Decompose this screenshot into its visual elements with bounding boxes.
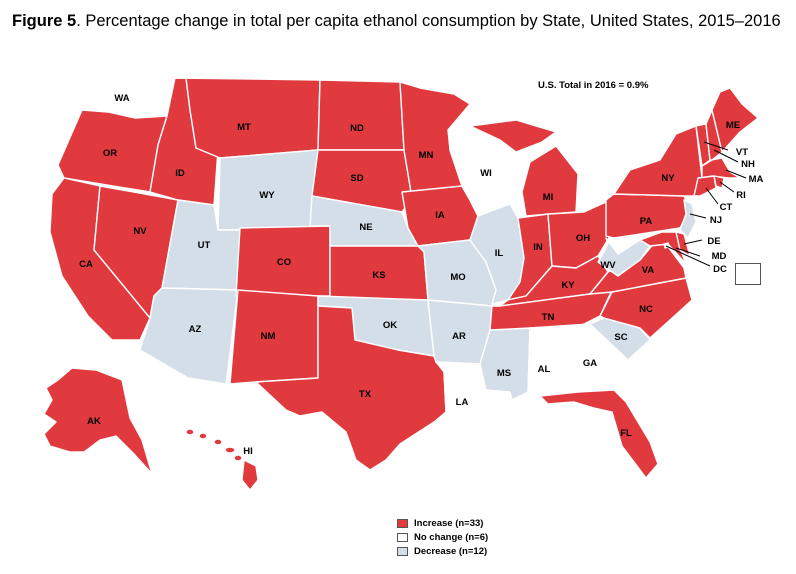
label-ak: AK bbox=[87, 416, 101, 427]
state-fl[interactable] bbox=[539, 389, 659, 479]
label-az: AZ bbox=[189, 324, 202, 335]
label-wa: WA bbox=[114, 93, 129, 104]
state-nh[interactable] bbox=[705, 109, 723, 161]
legend-swatch-no-change bbox=[397, 533, 408, 542]
label-co: CO bbox=[277, 257, 291, 268]
state-mi[interactable] bbox=[469, 119, 557, 153]
label-ok: OK bbox=[383, 320, 397, 331]
state-labels: WA OR CA NV ID MT WY UT AZ CO NM ND SD N… bbox=[79, 93, 763, 457]
legend-label-increase: Increase (n=33) bbox=[414, 518, 484, 529]
figure-title: Figure 5. Percentage change in total per… bbox=[12, 12, 781, 31]
label-sd: SD bbox=[350, 173, 363, 184]
label-ar: AR bbox=[452, 331, 466, 342]
figure-caption: . Percentage change in total per capita … bbox=[76, 12, 781, 30]
label-tx: TX bbox=[359, 389, 372, 400]
label-ga: GA bbox=[583, 358, 597, 369]
label-ca: CA bbox=[79, 259, 93, 270]
label-oh: OH bbox=[576, 233, 590, 244]
label-hi: HI bbox=[243, 446, 253, 457]
label-ks: KS bbox=[372, 270, 385, 281]
legend-swatch-decrease bbox=[397, 547, 408, 556]
state-tx[interactable] bbox=[255, 305, 447, 471]
legend-label-no-change: No change (n=6) bbox=[414, 532, 489, 543]
label-ut: UT bbox=[198, 240, 211, 251]
label-mt: MT bbox=[237, 122, 251, 133]
state-wa[interactable] bbox=[81, 65, 176, 119]
label-ri: RI bbox=[736, 190, 746, 201]
label-nc: NC bbox=[639, 304, 653, 315]
label-mn: MN bbox=[419, 150, 434, 161]
legend-increase: Increase (n=33) bbox=[397, 518, 483, 529]
state-nj[interactable] bbox=[679, 199, 697, 239]
figure-label: Figure 5 bbox=[12, 12, 77, 30]
legend-swatch-increase bbox=[397, 519, 408, 528]
state-mt[interactable] bbox=[174, 77, 321, 159]
label-nh: NH bbox=[741, 159, 755, 170]
dc-inset-box bbox=[735, 263, 761, 285]
label-id: ID bbox=[175, 168, 185, 179]
label-nj: NJ bbox=[710, 215, 722, 226]
label-vt: VT bbox=[736, 147, 748, 158]
state-mn[interactable] bbox=[399, 81, 471, 199]
label-ct: CT bbox=[720, 202, 733, 213]
label-ma: MA bbox=[749, 174, 764, 185]
label-fl: FL bbox=[620, 428, 632, 439]
state-ms[interactable] bbox=[479, 327, 531, 401]
state-ny[interactable] bbox=[613, 125, 703, 197]
label-me: ME bbox=[726, 120, 740, 131]
label-pa: PA bbox=[640, 216, 653, 227]
state-hi[interactable] bbox=[185, 428, 259, 491]
label-nd: ND bbox=[350, 123, 364, 134]
label-ny: NY bbox=[661, 173, 675, 184]
state-mi-lower[interactable] bbox=[521, 145, 579, 217]
label-il: IL bbox=[495, 248, 504, 259]
label-sc: SC bbox=[614, 332, 627, 343]
label-ky: KY bbox=[561, 280, 575, 291]
label-al: AL bbox=[538, 364, 551, 375]
label-wy: WY bbox=[259, 190, 275, 201]
label-la: LA bbox=[456, 397, 469, 408]
state-az[interactable] bbox=[139, 287, 239, 385]
label-va: VA bbox=[642, 265, 655, 276]
label-mo: MO bbox=[450, 272, 465, 283]
state-ct[interactable] bbox=[693, 175, 717, 197]
label-tn: TN bbox=[542, 312, 555, 323]
state-nd[interactable] bbox=[317, 79, 405, 151]
state-md[interactable] bbox=[639, 231, 687, 265]
state-de[interactable] bbox=[675, 231, 691, 257]
state-ak[interactable] bbox=[43, 367, 153, 475]
label-wv: WV bbox=[600, 260, 616, 271]
legend-label-decrease: Decrease (n=12) bbox=[414, 546, 488, 557]
state-wv[interactable] bbox=[597, 237, 651, 277]
label-wi: WI bbox=[480, 168, 492, 179]
state-sc[interactable] bbox=[589, 317, 651, 361]
label-or: OR bbox=[103, 148, 117, 159]
label-nm: NM bbox=[261, 331, 276, 342]
label-nv: NV bbox=[133, 226, 147, 237]
label-ne: NE bbox=[359, 222, 372, 233]
legend-no-change: No change (n=6) bbox=[397, 532, 488, 543]
label-md: MD bbox=[712, 251, 727, 262]
label-de: DE bbox=[707, 236, 720, 247]
legend-decrease: Decrease (n=12) bbox=[397, 546, 487, 557]
label-mi: MI bbox=[543, 192, 554, 203]
label-ms: MS bbox=[497, 368, 511, 379]
label-dc: DC bbox=[713, 264, 727, 275]
label-leaders bbox=[665, 141, 747, 267]
label-in: IN bbox=[533, 242, 543, 253]
us-total-note: U.S. Total in 2016 = 0.9% bbox=[538, 80, 649, 91]
label-ia: IA bbox=[435, 210, 445, 221]
